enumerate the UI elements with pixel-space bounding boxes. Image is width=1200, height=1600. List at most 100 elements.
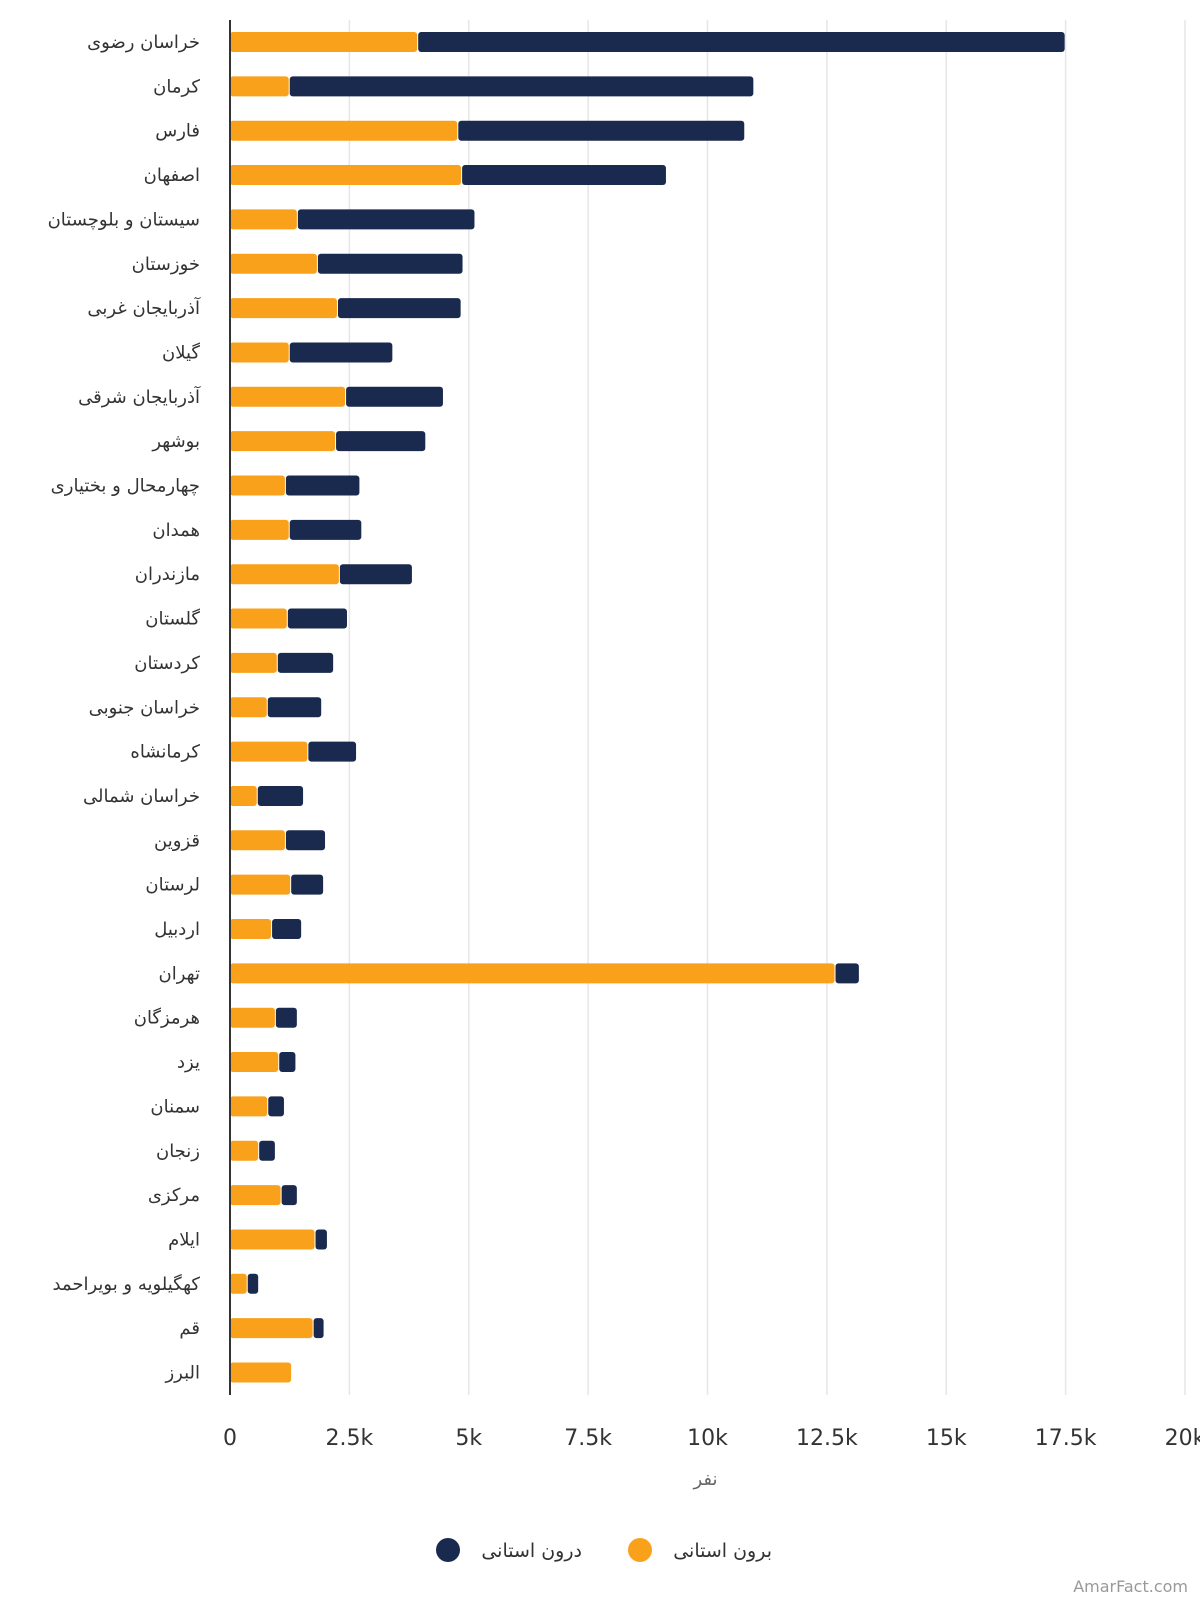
bar-inside-province-2[interactable]	[458, 120, 745, 141]
bar-outside-province-5[interactable]	[230, 253, 317, 274]
bar-outside-province-6[interactable]	[230, 298, 337, 319]
bar-outside-province-11[interactable]	[230, 519, 289, 540]
category-label-21: تهران	[159, 963, 200, 984]
bar-inside-province-3[interactable]	[462, 165, 666, 186]
bar-inside-province-8[interactable]	[346, 386, 443, 407]
category-label-14: کردستان	[134, 653, 200, 674]
category-label-28: کهگیلویه و بویراحمد	[52, 1273, 200, 1295]
bar-inside-province-26[interactable]	[281, 1185, 297, 1206]
bar-inside-province-6[interactable]	[337, 298, 461, 319]
bar-inside-province-24[interactable]	[268, 1096, 284, 1117]
bar-outside-province-20[interactable]	[230, 919, 272, 939]
category-label-3: اصفهان	[144, 165, 200, 186]
bar-inside-province-16[interactable]	[308, 741, 357, 762]
bar-inside-province-13[interactable]	[287, 608, 347, 629]
legend-item-inside-province[interactable]: درون استانی	[436, 1538, 582, 1562]
x-tick-label-3: 7.5k	[564, 1426, 612, 1451]
bar-outside-province-16[interactable]	[230, 741, 308, 762]
bar-outside-province-22[interactable]	[230, 1007, 275, 1028]
category-label-18: قزوین	[154, 830, 200, 851]
x-tick-labels: 0 2.5k 5k 7.5k 10k 12.5k 15k 17.5k 20k	[223, 1426, 1200, 1451]
category-label-20: اردبیل	[154, 919, 200, 940]
bar-outside-province-30[interactable]	[230, 1362, 292, 1383]
category-label-27: ایلام	[168, 1229, 200, 1250]
category-label-13: گلستان	[145, 608, 200, 630]
category-label-6: آذربایجان غربی	[87, 296, 201, 319]
bar-outside-province-23[interactable]	[230, 1052, 279, 1073]
bar-outside-province-21[interactable]	[230, 963, 835, 984]
category-label-22: هرمزگان	[134, 1007, 200, 1029]
bar-inside-province-11[interactable]	[289, 519, 362, 540]
bar-outside-province-7[interactable]	[230, 342, 289, 363]
bar-outside-province-25[interactable]	[230, 1140, 259, 1161]
bar-outside-province-19[interactable]	[230, 874, 291, 895]
category-label-26: مرکزی	[148, 1185, 200, 1206]
x-tick-label-7: 17.5k	[1035, 1426, 1097, 1451]
bar-inside-province-27[interactable]	[315, 1229, 327, 1250]
bar-outside-province-4[interactable]	[230, 209, 297, 230]
bar-inside-province-25[interactable]	[259, 1140, 275, 1161]
category-label-0: خراسان رضوی	[87, 32, 200, 53]
bar-outside-province-27[interactable]	[230, 1229, 315, 1250]
bar-outside-province-2[interactable]	[230, 120, 458, 141]
bar-outside-province-17[interactable]	[230, 785, 257, 806]
bar-outside-province-24[interactable]	[230, 1096, 268, 1117]
category-label-10: چهارمحال و بختیاری	[51, 476, 200, 497]
bar-outside-province-0[interactable]	[230, 32, 418, 52]
category-label-25: زنجان	[156, 1141, 200, 1162]
bar-outside-province-28[interactable]	[230, 1273, 247, 1294]
category-label-5: خوزستان	[132, 254, 200, 275]
bar-inside-province-12[interactable]	[339, 564, 412, 585]
category-label-11: همدان	[152, 520, 200, 541]
bar-outside-province-18[interactable]	[230, 830, 285, 851]
x-tick-label-0: 0	[223, 1426, 237, 1451]
bar-inside-province-1[interactable]	[289, 76, 754, 97]
bar-inside-province-21[interactable]	[835, 963, 859, 984]
category-label-12: مازندران	[135, 564, 200, 585]
bar-outside-province-8[interactable]	[230, 386, 346, 407]
bar-inside-province-17[interactable]	[257, 785, 304, 806]
bar-outside-province-29[interactable]	[230, 1318, 313, 1339]
bar-inside-province-18[interactable]	[285, 830, 326, 851]
bar-outside-province-26[interactable]	[230, 1185, 281, 1206]
bars	[230, 32, 1065, 1383]
category-label-1: کرمان	[153, 76, 200, 97]
bar-inside-province-14[interactable]	[277, 652, 334, 673]
category-label-16: کرمانشاه	[130, 742, 200, 763]
bar-outside-province-14[interactable]	[230, 652, 277, 673]
x-tick-label-5: 12.5k	[796, 1426, 858, 1451]
x-tick-label-1: 2.5k	[326, 1426, 374, 1451]
bar-inside-province-0[interactable]	[418, 32, 1065, 52]
credit-text[interactable]: AmarFact.com	[1073, 1577, 1188, 1596]
category-labels: خراسان رضوی کرمان فارس اصفهان سیستان و بلوچس…	[48, 32, 201, 1384]
bar-inside-province-28[interactable]	[247, 1273, 259, 1294]
bar-inside-province-20[interactable]	[272, 919, 302, 939]
bar-inside-province-4[interactable]	[297, 209, 475, 230]
bar-outside-province-3[interactable]	[230, 165, 462, 186]
bar-inside-province-10[interactable]	[285, 475, 360, 496]
bar-inside-province-19[interactable]	[291, 874, 324, 895]
bar-inside-province-9[interactable]	[336, 431, 426, 452]
bar-outside-province-12[interactable]	[230, 564, 339, 585]
category-label-15: خراسان جنوبی	[89, 697, 200, 718]
bar-inside-province-15[interactable]	[267, 697, 322, 718]
legend-label-outside-province: برون استانی	[673, 1540, 772, 1562]
legend-item-outside-province[interactable]: برون استانی	[628, 1538, 772, 1562]
category-label-29: قم	[179, 1318, 200, 1339]
bar-inside-province-5[interactable]	[317, 253, 463, 274]
category-label-9: بوشهر	[151, 431, 200, 452]
bar-outside-province-10[interactable]	[230, 475, 285, 496]
bar-outside-province-13[interactable]	[230, 608, 287, 629]
bar-inside-province-22[interactable]	[275, 1007, 297, 1028]
bar-inside-province-23[interactable]	[279, 1052, 296, 1073]
x-axis-title: نفر	[692, 1469, 717, 1490]
bar-inside-province-7[interactable]	[289, 342, 393, 363]
bar-outside-province-9[interactable]	[230, 431, 336, 452]
bar-inside-province-29[interactable]	[313, 1318, 324, 1339]
bar-outside-province-15[interactable]	[230, 697, 267, 718]
legend-marker-inside-province	[436, 1538, 460, 1562]
grid-lines	[348, 20, 1186, 1395]
x-tick-label-2: 5k	[455, 1426, 482, 1451]
bar-outside-province-1[interactable]	[230, 76, 289, 97]
